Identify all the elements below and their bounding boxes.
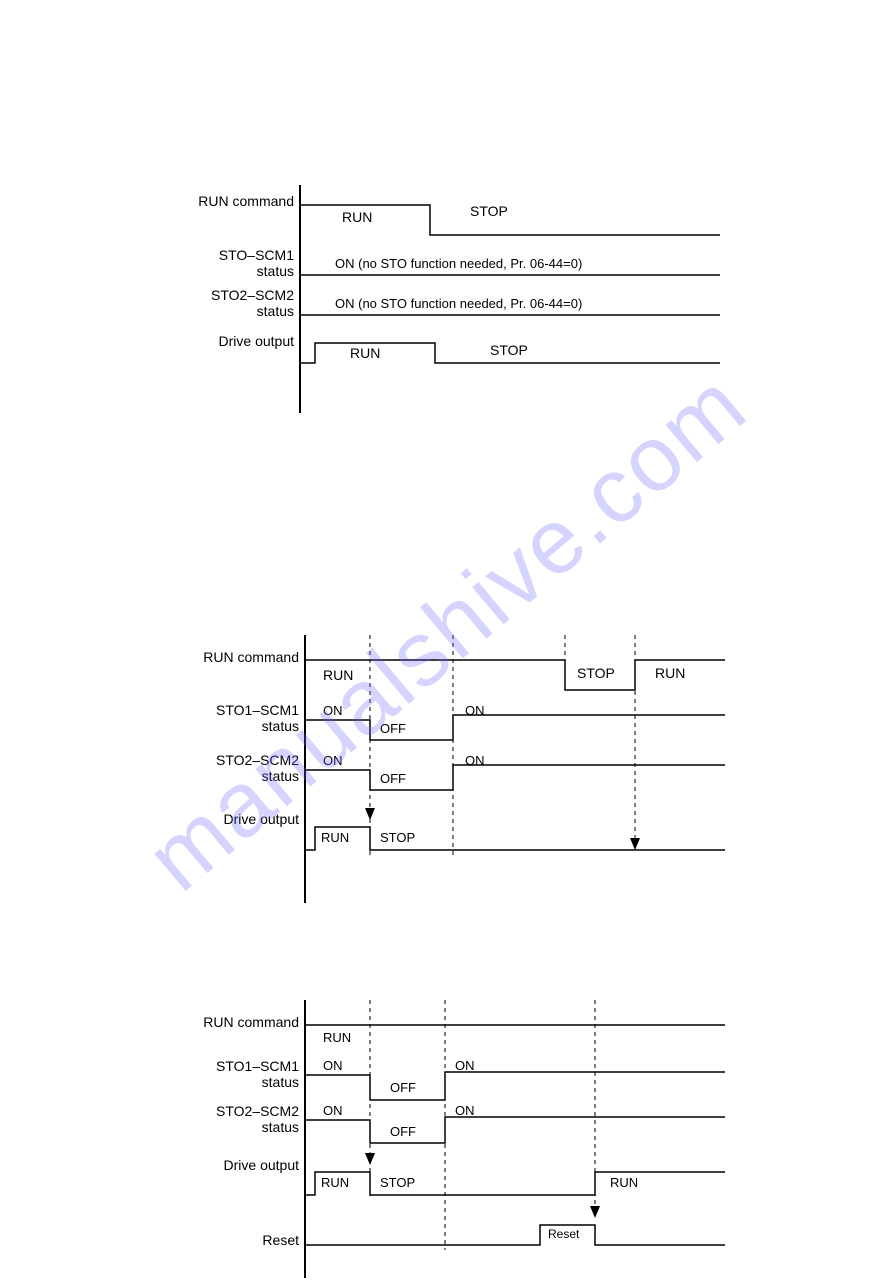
d1-sto1-l1: STO–SCM1	[219, 247, 294, 263]
d3-sto1-on: ON	[323, 1058, 343, 1073]
d1-drv-run: RUN	[350, 345, 380, 361]
d3-sto1-l2: status	[262, 1074, 299, 1090]
d2-drv-stop: STOP	[380, 830, 415, 845]
d3-drv-run: RUN	[321, 1175, 349, 1190]
d1-sto1-l2: status	[257, 263, 294, 279]
diagram-3: RUN command RUN STO1–SCM1 status ON OFF …	[165, 1000, 775, 1280]
d2-run-run2: RUN	[655, 665, 685, 681]
d3-sto2-on: ON	[323, 1103, 343, 1118]
d3-sto1-off: OFF	[390, 1080, 416, 1095]
diagram-2: RUN command RUN STOP RUN STO1–SCM1 statu…	[165, 635, 775, 905]
d1-drv-stop: STOP	[490, 342, 528, 358]
d3-run-label: RUN command	[203, 1014, 299, 1030]
d2-run-label: RUN command	[203, 649, 299, 665]
d1-sto2-l1: STO2–SCM2	[211, 287, 294, 303]
d3-sto1-l1: STO1–SCM1	[216, 1058, 299, 1074]
diagram-3-svg	[165, 1000, 775, 1280]
d1-sto2-on: ON (no STO function needed, Pr. 06-44=0)	[335, 296, 582, 311]
d2-drv-run: RUN	[321, 830, 349, 845]
d2-sto1-off: OFF	[380, 721, 406, 736]
d3-drv-label: Drive output	[224, 1157, 299, 1173]
d1-sto1-on: ON (no STO function needed, Pr. 06-44=0)	[335, 256, 582, 271]
d2-sto1-l1: STO1–SCM1	[216, 702, 299, 718]
d2-drv-label: Drive output	[224, 811, 299, 827]
d1-sto2-l2: status	[257, 303, 294, 319]
d3-rst-reset: Reset	[548, 1227, 579, 1241]
d3-run-run: RUN	[323, 1030, 351, 1045]
d2-sto1-on: ON	[323, 703, 343, 718]
d3-drv-stop: STOP	[380, 1175, 415, 1190]
d2-run-run: RUN	[323, 667, 353, 683]
d2-sto2-l2: status	[262, 768, 299, 784]
d2-sto2-on: ON	[323, 753, 343, 768]
d3-rst-label: Reset	[262, 1232, 299, 1248]
d3-sto1-on2: ON	[455, 1058, 475, 1073]
d3-sto2-off: OFF	[390, 1124, 416, 1139]
d1-run-run: RUN	[342, 209, 372, 225]
d2-sto2-l1: STO2–SCM2	[216, 752, 299, 768]
diagram-1: RUN command RUN STOP STO–SCM1 status ON …	[160, 185, 760, 415]
d3-sto2-l1: STO2–SCM2	[216, 1103, 299, 1119]
d2-sto1-l2: status	[262, 718, 299, 734]
d3-drv-run2: RUN	[610, 1175, 638, 1190]
d3-sto2-on2: ON	[455, 1103, 475, 1118]
d1-drv-label: Drive output	[219, 333, 294, 349]
d1-run-label: RUN command	[198, 193, 294, 209]
d2-sto2-on2: ON	[465, 753, 485, 768]
d2-sto1-on2: ON	[465, 703, 485, 718]
d3-sto2-l2: status	[262, 1119, 299, 1135]
d2-run-stop: STOP	[577, 665, 615, 681]
d2-sto2-off: OFF	[380, 771, 406, 786]
d1-run-stop: STOP	[470, 203, 508, 219]
